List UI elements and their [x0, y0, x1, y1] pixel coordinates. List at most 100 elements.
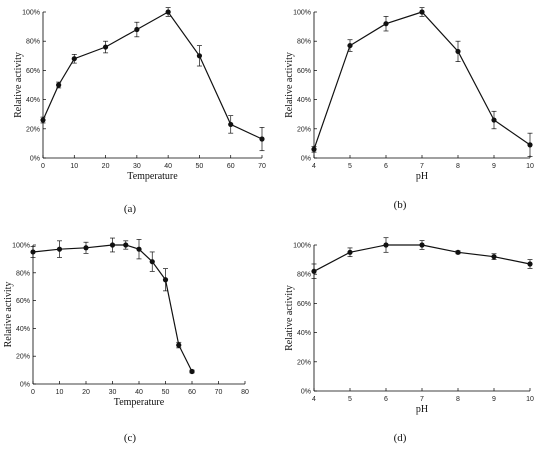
data-point: [165, 9, 171, 15]
x-tick-label: 5: [348, 163, 352, 170]
x-tick-label: 10: [526, 163, 534, 170]
data-point: [162, 277, 169, 283]
data-point: [491, 254, 497, 260]
y-tick-label: 20%: [16, 354, 30, 361]
y-tick-label: 80%: [16, 270, 30, 277]
y-tick-label: 80%: [26, 39, 40, 46]
data-point: [228, 121, 234, 128]
panel-label: (d): [394, 432, 407, 444]
x-tick-label: 40: [135, 389, 143, 396]
data-point: [455, 249, 461, 255]
data-point: [30, 249, 36, 255]
data-point: [455, 48, 461, 55]
series-line: [313, 11, 531, 150]
y-tick-label: 60%: [297, 301, 311, 308]
x-tick-label: 80: [241, 389, 249, 396]
y-tick-label: 60%: [16, 298, 30, 305]
data-point: [56, 82, 62, 88]
series-line: [42, 11, 263, 140]
x-tick-label: 4: [312, 163, 316, 170]
y-tick-label: 0%: [301, 156, 311, 163]
x-tick-label: 5: [348, 396, 352, 403]
data-point: [136, 246, 142, 252]
y-tick-label: 80%: [297, 39, 311, 46]
x-tick-label: 4: [312, 396, 316, 403]
x-tick-label: 7: [420, 163, 424, 170]
x-tick-label: 8: [456, 396, 460, 403]
data-point: [134, 26, 140, 33]
y-tick-label: 0%: [20, 382, 30, 389]
x-tick-label: 6: [384, 396, 388, 403]
y-tick-label: 20%: [26, 126, 40, 133]
y-tick-label: 60%: [26, 68, 40, 75]
x-tick-label: 0: [41, 163, 45, 170]
x-tick-label: 6: [384, 163, 388, 170]
panel-label: (c): [124, 432, 137, 444]
x-axis-label: Temperature: [114, 397, 165, 408]
data-point: [189, 368, 195, 375]
x-tick-label: 8: [456, 163, 460, 170]
data-point: [347, 249, 353, 255]
x-tick-label: 30: [109, 389, 117, 396]
chart-panel-d: 0% 20% 40% 60% 80% 100% 4 5 6 7 8 9 10 pH Relative act…: [284, 237, 534, 444]
data-point: [259, 136, 265, 142]
y-axis-label: Relative activity: [284, 285, 295, 351]
chart-panel-a: 0% 20% 40% 60% 80% 100% 0 10 20 30 40 50 60 70 Tempera…: [13, 7, 266, 215]
y-tick-label: 40%: [16, 326, 30, 333]
x-axis-label: Temperature: [127, 171, 178, 182]
data-point: [196, 53, 203, 59]
data-point: [311, 268, 317, 274]
data-point: [383, 242, 389, 248]
series-line: [32, 244, 193, 372]
panel-label: (a): [124, 203, 137, 215]
x-axis-label: pH: [416, 171, 428, 182]
y-axis-label: Relative activity: [284, 52, 295, 118]
y-axis-label: Relative activity: [13, 52, 24, 118]
y-tick-label: 100%: [22, 10, 40, 17]
x-tick-label: 10: [56, 389, 64, 396]
y-tick-label: 80%: [297, 272, 311, 279]
x-tick-label: 9: [492, 396, 496, 403]
x-tick-label: 0: [31, 389, 35, 396]
x-tick-label: 50: [162, 389, 170, 396]
y-tick-label: 100%: [293, 10, 311, 17]
data-point: [383, 21, 389, 27]
data-point: [419, 242, 425, 248]
x-tick-label: 60: [188, 389, 196, 396]
panel-label: (b): [394, 199, 407, 211]
x-tick-label: 40: [164, 163, 172, 170]
chart-panel-b: 0% 20% 40% 60% 80% 100% 4 5 6 7 8 9 10 pH Relative act…: [284, 7, 534, 211]
data-point: [71, 56, 77, 62]
y-tick-label: 40%: [26, 97, 40, 104]
y-tick-label: 60%: [297, 68, 311, 75]
data-point: [527, 142, 533, 148]
chart-panel-c: 0% 20% 40% 60% 80% 100% 0 10 20 30 40 50 60 70 80 Tempe…: [3, 237, 249, 444]
data-point: [56, 246, 63, 252]
x-tick-label: 7: [420, 396, 424, 403]
x-tick-label: 60: [227, 163, 235, 170]
data-point: [83, 245, 89, 251]
x-tick-label: 10: [526, 396, 534, 403]
x-tick-label: 30: [133, 163, 141, 170]
y-tick-label: 100%: [12, 243, 30, 250]
data-point: [491, 117, 497, 123]
data-point: [149, 259, 155, 265]
y-axis-label: Relative activity: [3, 282, 14, 348]
x-tick-label: 70: [258, 163, 266, 170]
y-tick-label: 0%: [301, 389, 311, 396]
y-tick-label: 100%: [293, 243, 311, 250]
x-tick-label: 20: [102, 163, 110, 170]
x-axis-label: pH: [416, 404, 428, 415]
x-tick-label: 50: [196, 163, 204, 170]
data-point: [527, 261, 533, 267]
y-tick-label: 40%: [297, 330, 311, 337]
data-point: [109, 242, 116, 248]
data-point: [102, 44, 109, 50]
x-tick-label: 10: [70, 163, 78, 170]
x-tick-label: 20: [82, 389, 90, 396]
y-tick-label: 40%: [297, 97, 311, 104]
data-point: [40, 117, 46, 123]
data-point: [347, 42, 353, 49]
y-tick-label: 20%: [297, 126, 311, 133]
